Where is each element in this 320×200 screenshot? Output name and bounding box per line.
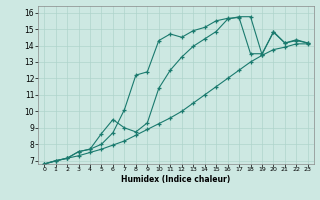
X-axis label: Humidex (Indice chaleur): Humidex (Indice chaleur) <box>121 175 231 184</box>
